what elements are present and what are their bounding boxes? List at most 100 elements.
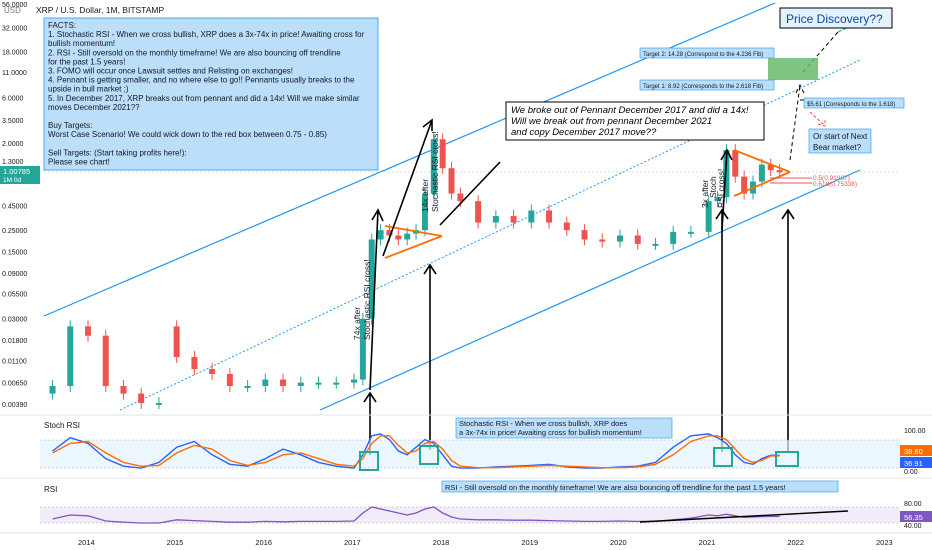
rsi-trendline	[639, 510, 849, 523]
candle-body	[421, 193, 428, 231]
target-zone	[768, 58, 818, 80]
facts-line: 5. In December 2017, XRP breaks out from…	[48, 94, 360, 103]
time-axis: 2014 2015 2016 2017 2018 2019 2020 2021 2022 2023	[78, 538, 893, 547]
currency-label: USD	[4, 6, 21, 15]
time-tick: 2016	[255, 538, 272, 547]
svg-text:RSI - Still oversold on the mo: RSI - Still oversold on the monthly time…	[445, 483, 786, 492]
time-tick: 2021	[699, 538, 716, 547]
stoch-title: Stoch RSI	[44, 421, 80, 430]
svg-text:74x after: 74x after	[352, 307, 362, 340]
time-tick: 2018	[433, 538, 450, 547]
facts-line: Worst Case Scenario! We could wick down …	[48, 130, 327, 139]
facts-line: 2. RSI - Still oversold on the monthly t…	[48, 48, 341, 57]
svg-text:38.60: 38.60	[904, 447, 923, 456]
candle-body	[155, 402, 162, 405]
candle-body	[209, 369, 216, 374]
facts-box: FACTS:1. Stochastic RSI - When we cross …	[43, 17, 379, 171]
svg-text:Stochastic RSI - When we cross: Stochastic RSI - When we cross bullish, …	[459, 419, 628, 428]
stoch-d-line	[52, 435, 780, 469]
svg-text:3x after: 3x after	[700, 179, 710, 208]
label-14x: 14x after Stochastic RSI cross!	[420, 131, 440, 212]
price-tick: 0.01800	[2, 338, 27, 345]
svg-text:Will we break out from pennant: Will we break out from pennant December …	[511, 116, 712, 127]
candle-body	[49, 385, 56, 394]
rsi-line	[52, 506, 780, 524]
price-tick: 32.0000	[2, 25, 27, 32]
rsi-note: RSI - Still oversold on the monthly time…	[441, 480, 839, 493]
time-tick: 2019	[521, 538, 538, 547]
svg-text:Stochastic RSI cross!: Stochastic RSI cross!	[362, 259, 372, 340]
candle-body	[492, 216, 499, 223]
candle-body	[333, 382, 340, 385]
candle-body	[386, 230, 393, 236]
bear-market-arrow	[809, 111, 826, 127]
rsi-title: RSI	[44, 485, 57, 494]
fib-0618-label: 0.618(0.75338)	[813, 181, 857, 188]
target1-box: Target 1: 8.92 (Corresponds to the 2.618…	[639, 79, 775, 91]
facts-line: 1. Stochastic RSI - When we cross bullis…	[48, 30, 365, 39]
price-tick: 0.05500	[2, 291, 27, 298]
facts-line: Buy Targets:	[48, 121, 92, 130]
candle-body	[404, 233, 411, 240]
stoch-d-tag	[900, 457, 932, 468]
candle-body	[546, 210, 553, 223]
price-tick: 0.03000	[2, 317, 27, 324]
candle-body	[705, 201, 712, 232]
svg-text:14x after: 14x after	[420, 179, 430, 212]
svg-text:36.91: 36.91	[904, 459, 923, 468]
price-tick: 3.5000	[2, 118, 24, 125]
candle-body	[359, 318, 366, 380]
time-tick: 2023	[876, 538, 893, 547]
candle-body	[297, 382, 304, 386]
svg-text:a 3x-74x in price! Awaiting cr: a 3x-74x in price! Awaiting cross for bu…	[459, 428, 642, 437]
candle-body	[634, 235, 641, 244]
candle-body	[173, 326, 180, 358]
facts-line: 4. Pennant is getting smaller, and no wh…	[48, 76, 355, 85]
candle-body	[280, 379, 287, 386]
svg-text:56.35: 56.35	[904, 513, 923, 522]
price-tick: 0.45000	[2, 204, 27, 211]
facts-line: FACTS:	[48, 21, 76, 30]
time-tick: 2022	[787, 538, 804, 547]
svg-text:Stoch: Stoch	[708, 176, 718, 198]
svg-text:RSI cross!: RSI cross!	[716, 169, 726, 208]
candle-body	[262, 379, 269, 386]
candle-body	[687, 231, 694, 234]
candle-body	[714, 197, 721, 202]
candle-body	[599, 239, 606, 242]
candle-body	[439, 139, 446, 169]
svg-text:and copy December 2017 move??: and copy December 2017 move??	[511, 127, 657, 138]
label-74x: 74x after Stochastic RSI cross!	[352, 259, 372, 340]
candle-body	[67, 326, 74, 386]
time-tick: 2017	[344, 538, 361, 547]
candle-body	[120, 385, 127, 394]
svg-text:We broke out of Pennant Decemb: We broke out of Pennant December 2017 an…	[511, 105, 749, 116]
candle-body	[670, 231, 677, 244]
price-tick: 6.0000	[2, 95, 24, 102]
candle-body	[138, 393, 145, 403]
price-discovery-box: Price Discovery??	[779, 7, 893, 29]
pennant-note: We broke out of Pennant December 2017 an…	[505, 101, 765, 141]
time-tick: 2020	[610, 538, 627, 547]
candles	[49, 133, 783, 409]
facts-line: moves December 2021??	[48, 103, 140, 112]
candle-body	[581, 230, 588, 240]
svg-text:Or start of Next: Or start of Next	[813, 132, 868, 141]
candle-body	[475, 201, 482, 223]
price-tick: 0.25000	[2, 228, 27, 235]
arrows	[363, 118, 795, 455]
candle-body	[563, 222, 570, 231]
candle-body	[776, 170, 783, 173]
price-tick: 2.0000	[2, 141, 24, 148]
stoch-cross-markers	[359, 445, 799, 471]
price-tick: 0.01100	[2, 359, 27, 366]
stoch-tick-100: 100.00	[904, 428, 926, 435]
candle-body	[732, 150, 739, 177]
candle-body	[510, 216, 517, 223]
facts-line: 3. FOMO will occur once Lawsuit settles …	[48, 67, 293, 76]
candle-body	[315, 382, 322, 385]
target2-box: Target 2: 14.28 (Correspond to the 4.236…	[639, 47, 775, 59]
candle-body	[528, 210, 535, 223]
candle-body	[351, 379, 357, 383]
